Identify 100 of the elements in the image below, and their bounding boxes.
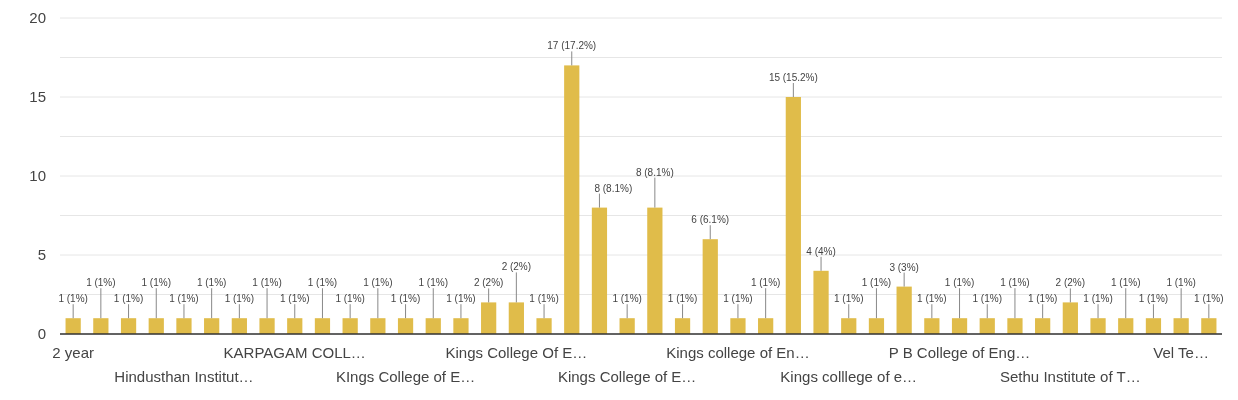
data-label: 1 (1%) — [1166, 277, 1196, 289]
data-label: 1 (1%) — [418, 277, 448, 289]
data-label: 1 (1%) — [196, 277, 227, 289]
data-label: 1 (1%) — [58, 293, 88, 305]
bar — [204, 318, 220, 334]
data-label: 1 (1%) — [280, 293, 310, 305]
data-label: 3 (3%) — [889, 261, 919, 273]
bar — [231, 318, 247, 334]
data-label: 1 (1%) — [446, 293, 476, 305]
data-label: 2 (2%) — [501, 261, 532, 273]
bar — [453, 318, 469, 334]
data-label: 1 (1%) — [529, 293, 559, 305]
data-label: 1 (1%) — [750, 277, 781, 289]
y-tick-label: 20 — [29, 9, 46, 27]
data-label: 4 (4%) — [806, 245, 836, 257]
bar — [259, 318, 275, 334]
bar — [619, 318, 635, 334]
bar — [813, 270, 829, 334]
data-label: 1 (1%) — [1138, 293, 1169, 305]
data-label: 8 (8.1%) — [594, 182, 633, 194]
data-label: 1 (1%) — [723, 293, 753, 305]
bar — [647, 207, 663, 334]
data-label: 1 (1%) — [861, 277, 892, 289]
data-label: 1 (1%) — [972, 293, 1002, 305]
bar — [1090, 318, 1106, 334]
x-tick-label: Vel Te… — [1153, 344, 1209, 361]
data-label: 1 (1%) — [944, 277, 975, 289]
bar — [287, 318, 303, 334]
y-tick-label: 10 — [29, 167, 46, 185]
bar — [1118, 318, 1134, 334]
bar — [730, 318, 746, 334]
x-tick-label: Kings College Of E… — [445, 344, 588, 361]
data-label: 1 (1%) — [224, 293, 255, 305]
x-tick-label: KARPAGAM COLL… — [223, 344, 366, 361]
bar — [397, 318, 414, 334]
bar — [674, 318, 691, 334]
data-label: 1 (1%) — [141, 277, 171, 289]
data-label: 2 (2%) — [1055, 277, 1086, 289]
bar — [1173, 318, 1189, 334]
bar — [591, 207, 608, 334]
data-label: 1 (1%) — [834, 293, 864, 305]
data-label: 1 (1%) — [1083, 293, 1113, 305]
y-tick-label: 5 — [37, 246, 46, 264]
data-label: 1 (1%) — [252, 277, 282, 289]
bar — [508, 302, 524, 334]
bar — [314, 318, 331, 334]
data-label: 1 (1%) — [917, 293, 947, 305]
bar — [1035, 318, 1051, 334]
bar — [785, 97, 801, 334]
data-label: 1 (1%) — [335, 293, 365, 305]
bar — [342, 318, 358, 334]
x-tick-label: Kings college of En… — [666, 344, 810, 361]
bar — [758, 318, 774, 334]
data-label: 1 (1%) — [1194, 293, 1224, 305]
bar — [924, 318, 940, 334]
data-label: 1 (1%) — [1111, 277, 1141, 289]
bar — [425, 318, 441, 334]
x-tick-label: KIngs College of E… — [335, 368, 476, 385]
bar — [841, 318, 857, 334]
bar — [536, 318, 552, 334]
x-tick-label: Kings College of E… — [557, 368, 697, 385]
bar — [1145, 318, 1162, 334]
bar — [148, 318, 164, 334]
bar — [1201, 318, 1217, 334]
y-tick-label: 0 — [37, 325, 46, 343]
x-tick-label: Sethu Institute of T… — [1000, 368, 1141, 385]
x-tick-label: Kings colllege of e… — [780, 368, 918, 385]
bar — [370, 318, 386, 334]
data-label: 17 (17.2%) — [547, 40, 597, 52]
data-label: 1 (1%) — [612, 293, 642, 305]
data-label: 1 (1%) — [86, 277, 116, 289]
data-label: 1 (1%) — [363, 277, 393, 289]
bar — [702, 239, 718, 334]
bar — [1007, 318, 1023, 334]
y-tick-label: 15 — [29, 88, 46, 106]
x-tick-label: P B College of Eng… — [888, 344, 1031, 361]
bar — [120, 318, 137, 334]
x-tick-label: Hindusthan Institut… — [114, 368, 254, 385]
x-tick-label: 2 year — [52, 344, 95, 361]
data-label: 8 (8.1%) — [635, 166, 674, 178]
data-label: 1 (1%) — [169, 293, 199, 305]
bar — [93, 318, 109, 334]
data-label: 2 (2%) — [473, 277, 504, 289]
bar — [979, 318, 995, 334]
data-label: 1 (1%) — [667, 293, 698, 305]
bar — [896, 286, 912, 334]
data-label: 1 (1%) — [1000, 277, 1030, 289]
data-label: 1 (1%) — [113, 293, 144, 305]
data-label: 1 (1%) — [390, 293, 421, 305]
bar — [176, 318, 192, 334]
bar — [1062, 302, 1078, 334]
bar — [481, 302, 497, 334]
bar — [65, 318, 81, 334]
data-label: 15 (15.2%) — [768, 72, 818, 83]
data-label: 6 (6.1%) — [691, 214, 730, 226]
bar — [951, 318, 968, 334]
bar — [564, 65, 580, 334]
bar — [868, 318, 885, 334]
data-label: 1 (1%) — [1027, 293, 1058, 305]
data-label: 1 (1%) — [307, 277, 338, 289]
